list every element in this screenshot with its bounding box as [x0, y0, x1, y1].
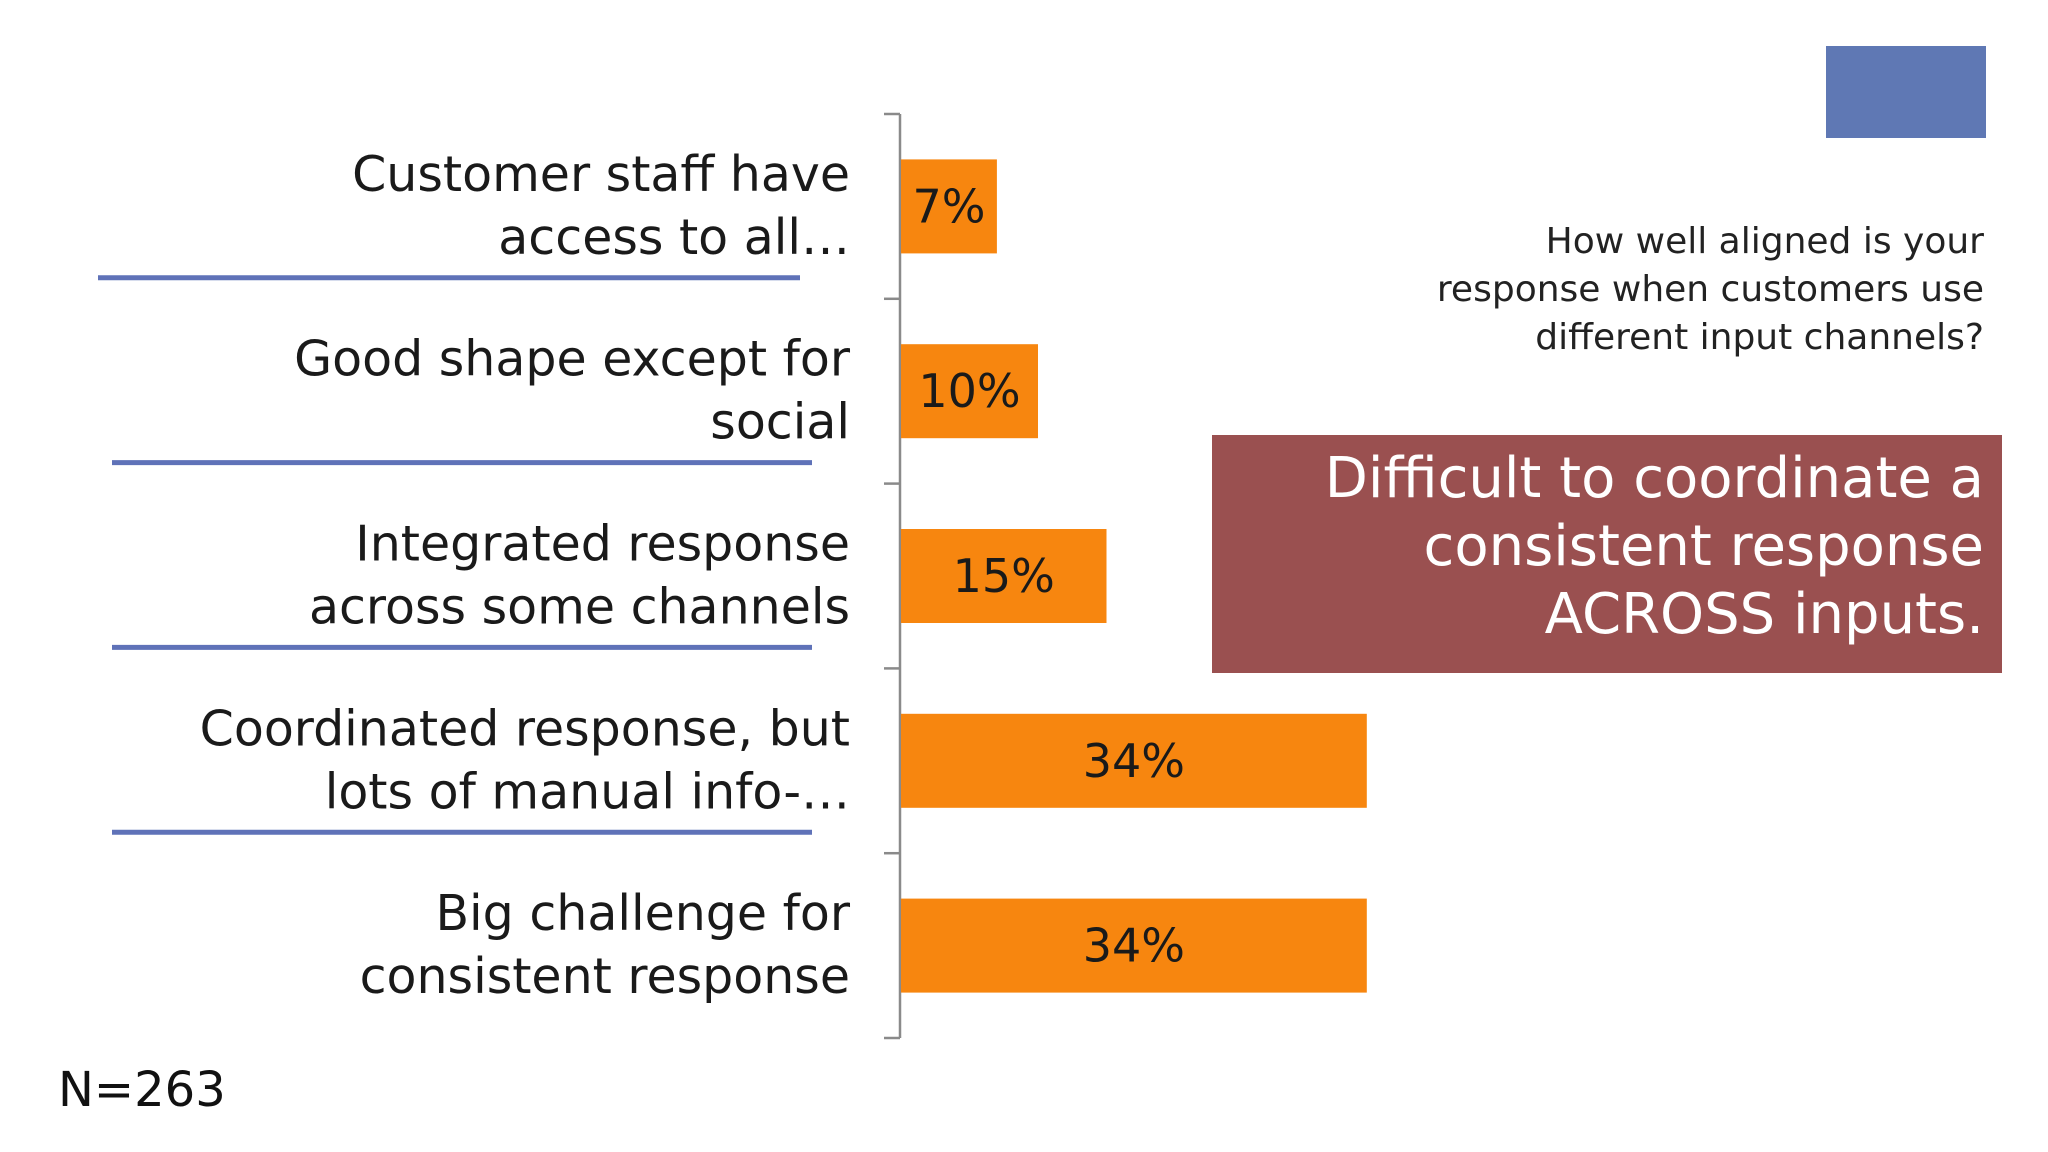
value-labels: 7% 10% 15% 34% 34%	[912, 179, 1185, 972]
category-label-line: consistent response	[360, 948, 850, 1005]
corner-accent-block	[1826, 46, 1986, 138]
bar	[901, 713, 1367, 808]
sample-size-label: N=263	[58, 1062, 226, 1118]
category-label-line: across some channels	[309, 579, 850, 636]
value-label: 7%	[912, 179, 985, 233]
value-label: 15%	[953, 549, 1055, 603]
category-axis	[884, 112, 902, 1040]
category-label-line: Integrated response	[355, 516, 850, 573]
bar	[901, 159, 997, 254]
category-label: Good shape except for social	[294, 331, 851, 451]
bar	[901, 344, 1038, 439]
category-label: Integrated response across some channels	[309, 516, 850, 636]
category-label-line: lots of manual info-…	[325, 763, 850, 820]
category-label-line: Customer staff have	[352, 146, 850, 203]
value-label: 34%	[1083, 734, 1185, 788]
category-label-line: access to all…	[498, 209, 850, 266]
category-labels: Customer staff have access to all… Good sh…	[200, 146, 851, 1005]
category-label-line: Big challenge for	[435, 885, 850, 942]
survey-question: How well aligned is your response when c…	[1436, 221, 1984, 358]
bar	[901, 898, 1367, 993]
bars	[901, 159, 1367, 993]
category-label: Customer staff have access to all…	[352, 146, 850, 266]
category-label-line: Coordinated response, but	[200, 700, 850, 757]
category-label: Coordinated response, but lots of manual …	[200, 700, 850, 820]
category-label: Big challenge for consistent response	[360, 885, 851, 1005]
category-label-line: social	[710, 394, 850, 451]
category-separators	[98, 275, 812, 835]
category-label-line: Good shape except for	[294, 331, 851, 388]
value-label: 34%	[1083, 919, 1185, 973]
callout-box: Difficult to coordinate a consistent res…	[1212, 435, 2002, 673]
bar	[901, 529, 1107, 623]
value-label: 10%	[918, 364, 1020, 418]
